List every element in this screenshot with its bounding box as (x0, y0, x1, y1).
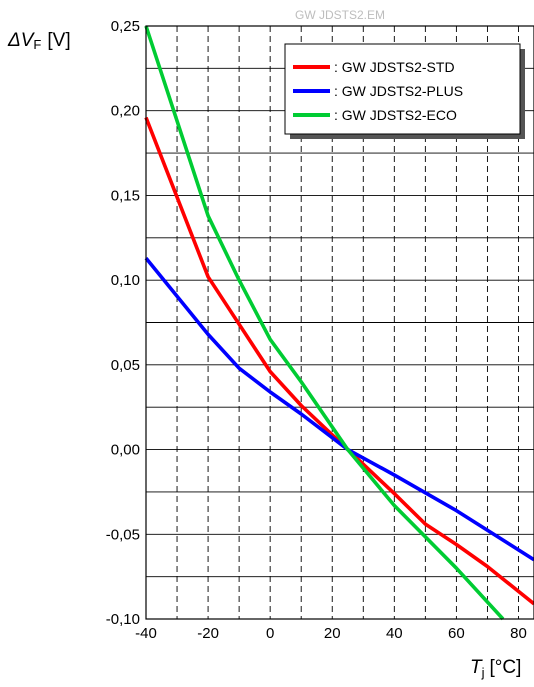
y-tick-label: -0,10 (106, 611, 140, 628)
plot-frame (145, 25, 534, 620)
x-axis-title: Tj [°C] (470, 657, 521, 680)
legend-label-2: : GW JDSTS2-PLUS (334, 83, 463, 99)
y-tick-label: -0,05 (106, 526, 140, 543)
y-axis-subscript: F (33, 37, 41, 52)
series-line-2 (144, 256, 534, 562)
y-axis-symbol: ΔV (7, 30, 36, 51)
y-axis-unit: [V] (47, 30, 70, 51)
x-tick-label: 20 (324, 625, 341, 642)
y-tick-label: 0,15 (111, 187, 140, 204)
series-line-1 (144, 116, 534, 606)
legend-box (284, 43, 521, 135)
watermark: GW JDSTS2.EM (295, 8, 385, 22)
x-tick-label: 40 (386, 625, 403, 642)
legend-items: : GW JDSTS2-STD : GW JDSTS2-PLUS : GW JDST… (293, 59, 463, 123)
y-tick-label: 0,25 (111, 18, 140, 35)
y-tick-label: 0,20 (111, 103, 140, 120)
legend: : GW JDSTS2-STD : GW JDSTS2-PLUS : GW JDST… (284, 43, 525, 139)
x-axis-symbol: T (470, 657, 483, 678)
y-tick-label: 0,05 (111, 357, 140, 374)
legend-label-3: : GW JDSTS2-ECO (334, 107, 457, 123)
x-tick-label: -40 (135, 625, 157, 642)
y-tick-label: 0,00 (111, 442, 140, 459)
y-axis-title: ΔVF [V] (7, 30, 71, 52)
x-tick-label: 0 (266, 625, 274, 642)
y-tick-labels: -0,10 -0,05 0,00 0,05 0,10 0,15 0,20 0,25 (106, 18, 140, 628)
x-axis-unit: [°C] (490, 657, 522, 678)
x-tick-labels: -40 -20 0 20 40 60 80 (135, 625, 527, 642)
x-tick-label: 80 (510, 625, 527, 642)
series-line-3 (144, 25, 505, 621)
y-tick-label: 0,10 (111, 272, 140, 289)
x-tick-label: -20 (197, 625, 219, 642)
series-layer (144, 25, 534, 621)
x-tick-label: 60 (448, 625, 465, 642)
x-axis-subscript: j (481, 665, 485, 680)
legend-label-1: : GW JDSTS2-STD (334, 59, 455, 75)
